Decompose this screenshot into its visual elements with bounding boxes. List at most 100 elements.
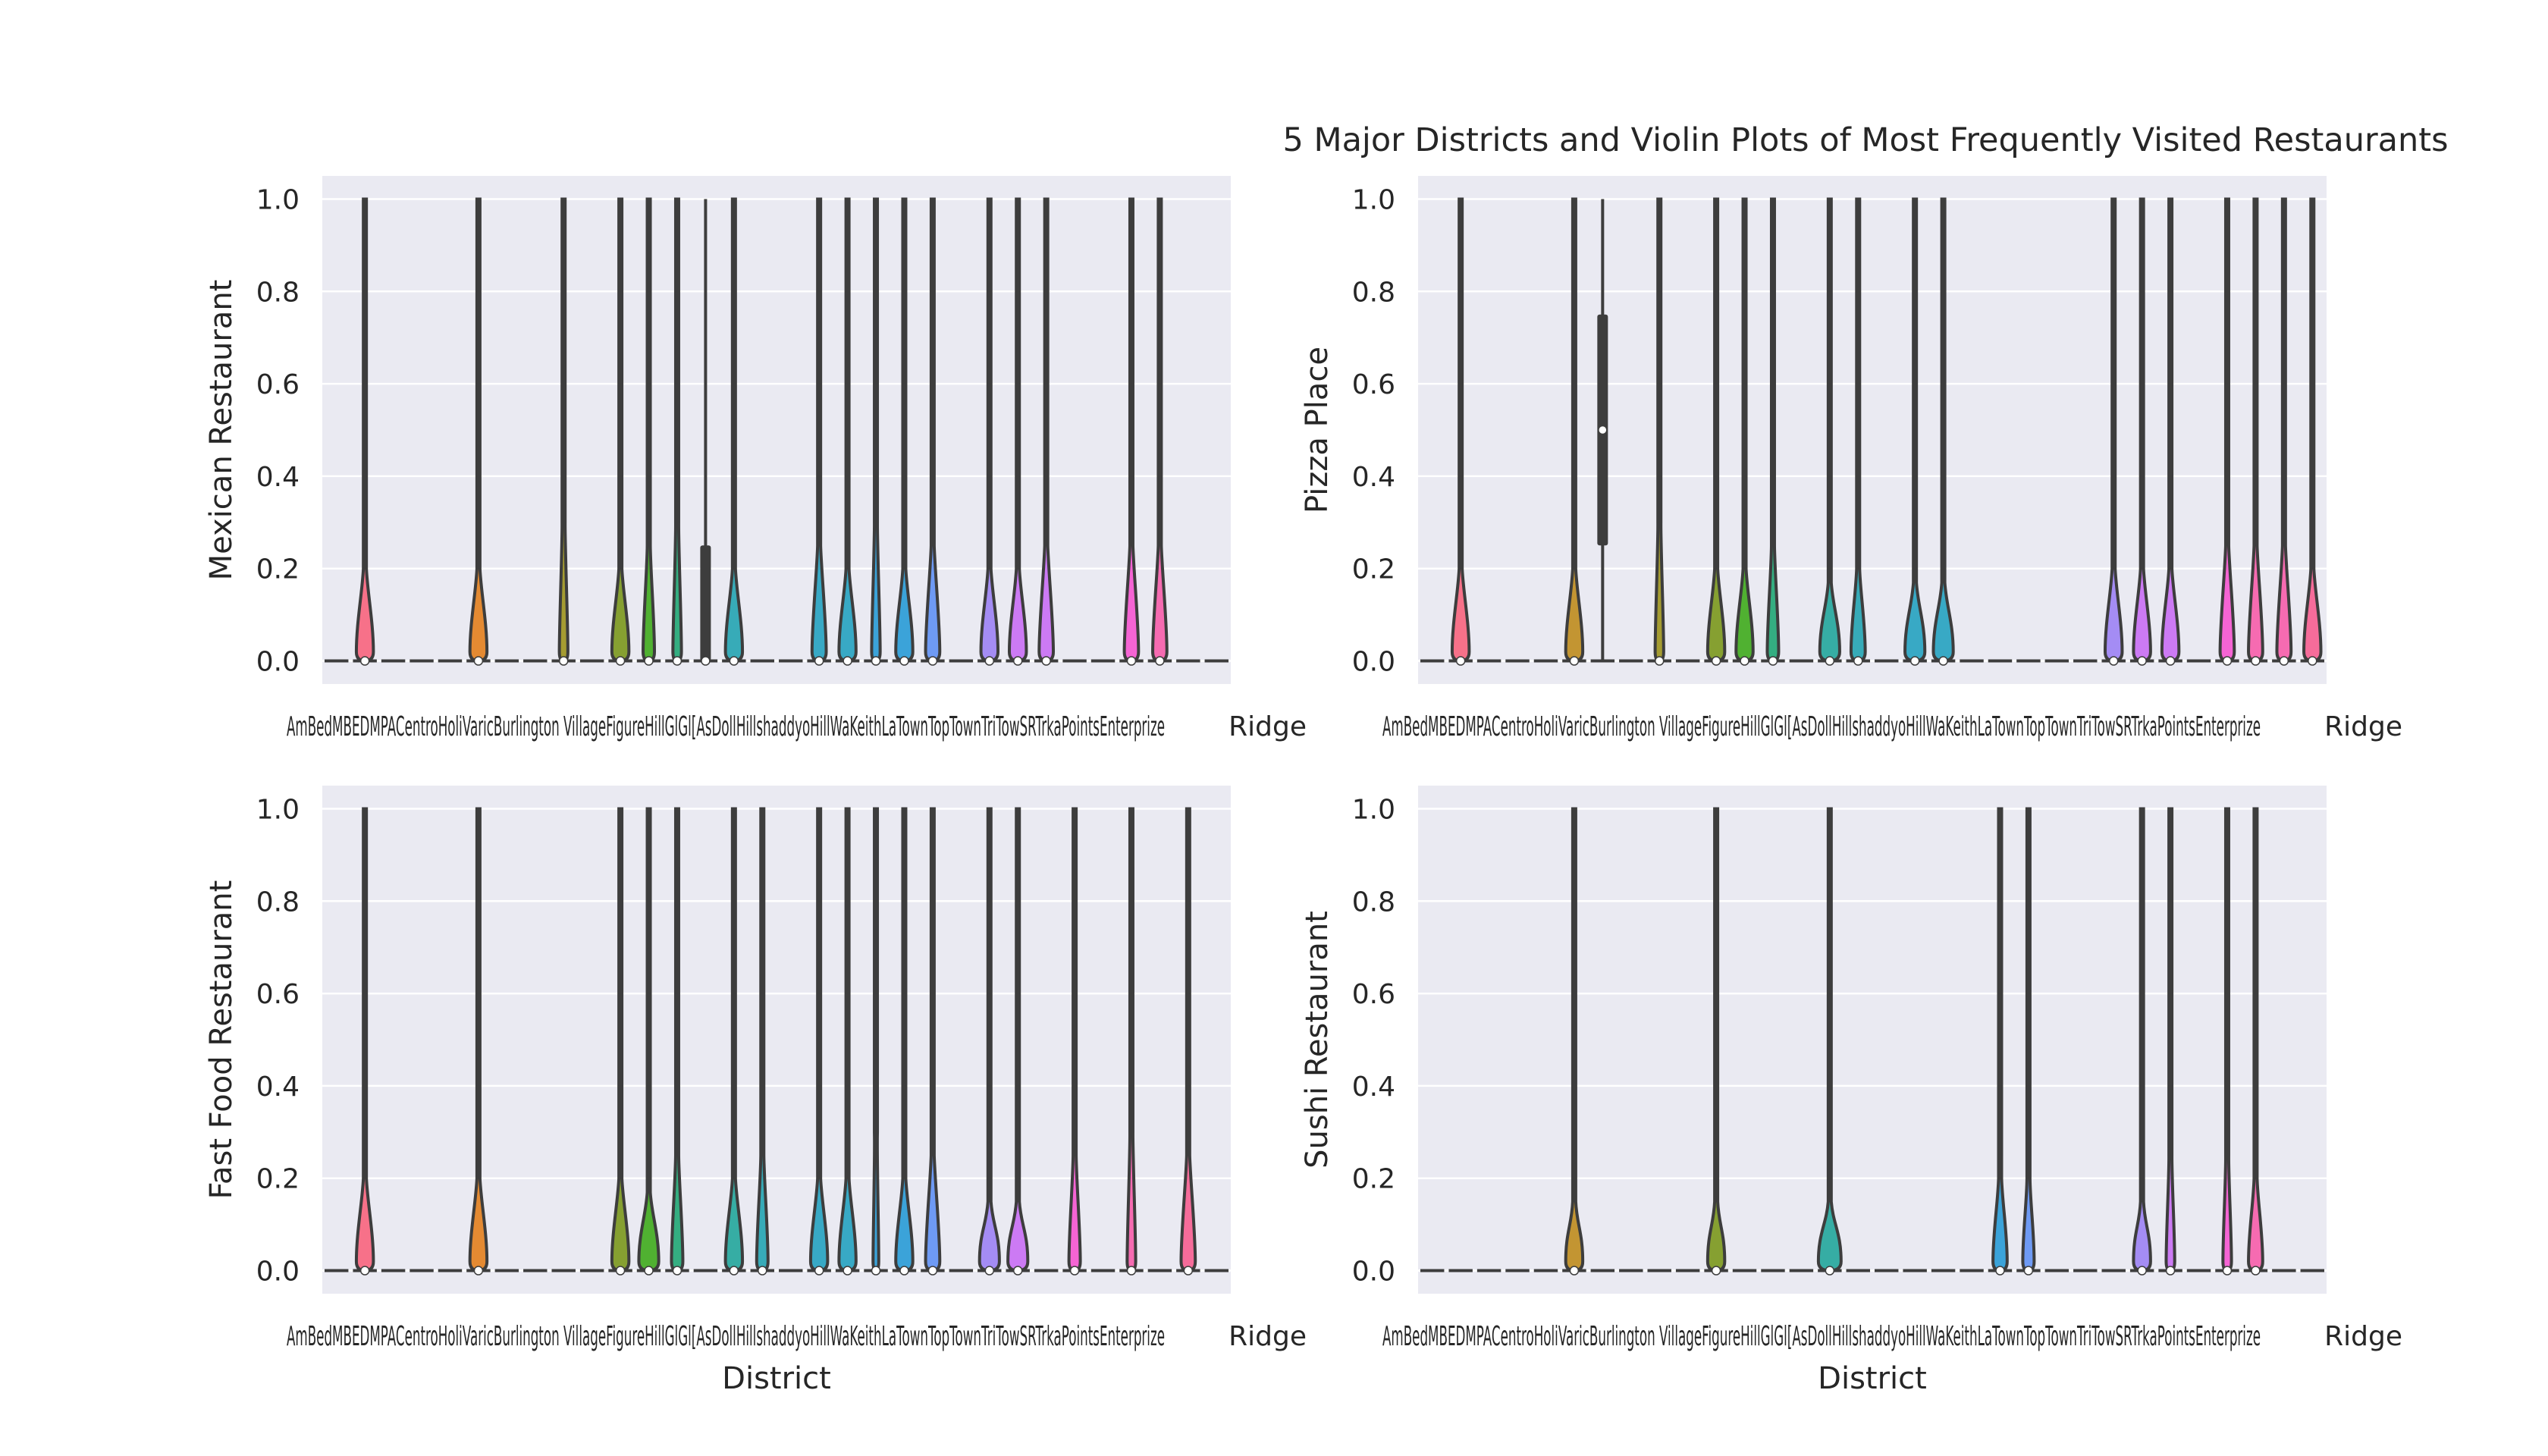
- violin-1: [1450, 197, 1471, 666]
- y-tick-label: 0.6: [1352, 369, 1395, 400]
- y-tick-label: 0.4: [1352, 462, 1395, 493]
- violin-body: [1125, 807, 1138, 1272]
- y-tick-label: 0.8: [256, 277, 300, 308]
- violin-median: [1183, 1266, 1194, 1276]
- plot-background: [1418, 176, 2327, 684]
- violin-1: [1564, 807, 1585, 1276]
- violin-median: [615, 656, 626, 666]
- violin-median: [1853, 656, 1863, 666]
- x-tick-labels-overlapping: AmBedMBEDMPACentroHoliVaricBurlington Vi…: [1382, 1321, 2261, 1352]
- violin-15: [1067, 807, 1082, 1276]
- violin-2: [1564, 197, 1585, 666]
- violin-3: [1597, 199, 1608, 661]
- violin-18: [2302, 197, 2323, 666]
- violin-body: [2221, 807, 2233, 1272]
- violin-median: [473, 1266, 484, 1276]
- plot-background: [1418, 786, 2327, 1294]
- y-axis-label: Mexican Restaurant: [204, 280, 239, 581]
- plot-background: [322, 176, 1231, 684]
- violin-14: [2160, 197, 2181, 666]
- violin-1: [354, 807, 375, 1276]
- violin-median: [871, 1266, 881, 1276]
- violin-median: [1012, 656, 1023, 666]
- y-tick-label: 0.8: [1352, 277, 1395, 308]
- y-axis-label: Fast Food Restaurant: [204, 880, 239, 1200]
- violin-2: [1705, 807, 1727, 1276]
- panel-1: 0.0 0.2 0.4 0.6 0.8 1.0 Mexican Restaurant AmBe…: [204, 176, 1307, 742]
- y-axis-label: Pizza Place: [1300, 347, 1335, 513]
- y-tick-label: 1.0: [256, 794, 300, 825]
- violin-median: [1598, 425, 1608, 435]
- violin-body: [871, 807, 880, 1272]
- violin-median: [2137, 656, 2147, 666]
- y-tick-label: 1.0: [1352, 184, 1395, 215]
- violin-median: [1740, 656, 1749, 666]
- violin-median: [644, 1266, 654, 1276]
- violin-3: [557, 197, 570, 666]
- violin-5: [2021, 807, 2036, 1276]
- violin-median: [899, 1266, 909, 1276]
- violin-median: [2251, 1266, 2261, 1276]
- violin-6: [671, 197, 683, 666]
- violin-4: [1653, 197, 1665, 666]
- x-tick-labels-overlapping: AmBedMBEDMPACentroHoliVaricBurlington Vi…: [1382, 711, 2261, 742]
- violin-median: [899, 656, 909, 666]
- y-tick-label: 0.0: [1352, 1257, 1395, 1288]
- violin-7: [755, 807, 770, 1276]
- violin-13: [2132, 197, 2152, 666]
- violin-11: [870, 197, 882, 666]
- violin-median: [843, 656, 852, 666]
- violin-median: [1155, 656, 1165, 666]
- violin-4: [637, 807, 661, 1276]
- violin-median: [2165, 656, 2176, 666]
- violin-2: [468, 807, 489, 1276]
- violin-13: [924, 197, 942, 666]
- y-tick-label: 0.0: [1352, 647, 1395, 678]
- violin-median: [1768, 656, 1778, 666]
- y-tick-label: 0.2: [1352, 1164, 1395, 1195]
- violin-8: [2221, 807, 2233, 1276]
- violin-17: [1122, 197, 1141, 666]
- panel-4: 0.0 0.2 0.4 0.6 0.8 1.0 Sushi Restaurant AmBedM…: [1300, 786, 2402, 1396]
- chart-title: 5 Major Districts and Violin Plots of Mo…: [1282, 121, 2448, 159]
- x-axis-label: District: [722, 1361, 831, 1396]
- panel-3: 0.0 0.2 0.4 0.6 0.8 1.0 Fast Food Restaurant Am…: [204, 786, 1307, 1396]
- violin-median: [2165, 1266, 2176, 1276]
- violin-4: [610, 197, 631, 666]
- violin-14: [979, 197, 1000, 666]
- violin-7: [2164, 807, 2176, 1276]
- violin-16: [1125, 807, 1138, 1276]
- violin-median: [2251, 656, 2261, 666]
- violin-median: [2222, 1266, 2233, 1276]
- violin-median: [729, 1266, 739, 1276]
- violin-17: [2275, 197, 2293, 666]
- violin-median: [558, 656, 569, 666]
- violin-median: [729, 656, 739, 666]
- violin-body: [671, 197, 683, 663]
- y-tick-label: 0.2: [256, 554, 300, 585]
- y-tick-label: 1.0: [1352, 794, 1395, 825]
- y-axis-label: Sushi Restaurant: [1300, 911, 1335, 1169]
- x-axis-label: District: [1818, 1361, 1927, 1396]
- violin-6: [723, 807, 745, 1276]
- violin-median: [615, 1266, 626, 1276]
- violin-median: [2308, 656, 2317, 666]
- panels-group: 0.0 0.2 0.4 0.6 0.8 1.0 Mexican Restaurant AmBe…: [204, 176, 2402, 1396]
- violin-box: [700, 545, 711, 661]
- violin-median: [701, 656, 711, 666]
- y-tick-label: 0.6: [256, 979, 300, 1010]
- violin-median: [1455, 656, 1466, 666]
- violin-9: [837, 807, 858, 1276]
- x-tick-labels-overlapping: AmBedMBEDMPACentroHoliVaricBurlington Vi…: [287, 1321, 1165, 1352]
- violin-median: [1654, 656, 1665, 666]
- violin-median: [2023, 1266, 2034, 1276]
- violin-15: [1007, 197, 1028, 666]
- plot-background: [322, 786, 1231, 1294]
- y-tick-label: 0.0: [256, 1257, 300, 1288]
- violin-body: [557, 197, 570, 663]
- violin-body: [1653, 197, 1665, 663]
- violin-12: [2103, 197, 2124, 666]
- y-tick-label: 0.2: [256, 1164, 300, 1195]
- y-tick-label: 0.4: [256, 462, 300, 493]
